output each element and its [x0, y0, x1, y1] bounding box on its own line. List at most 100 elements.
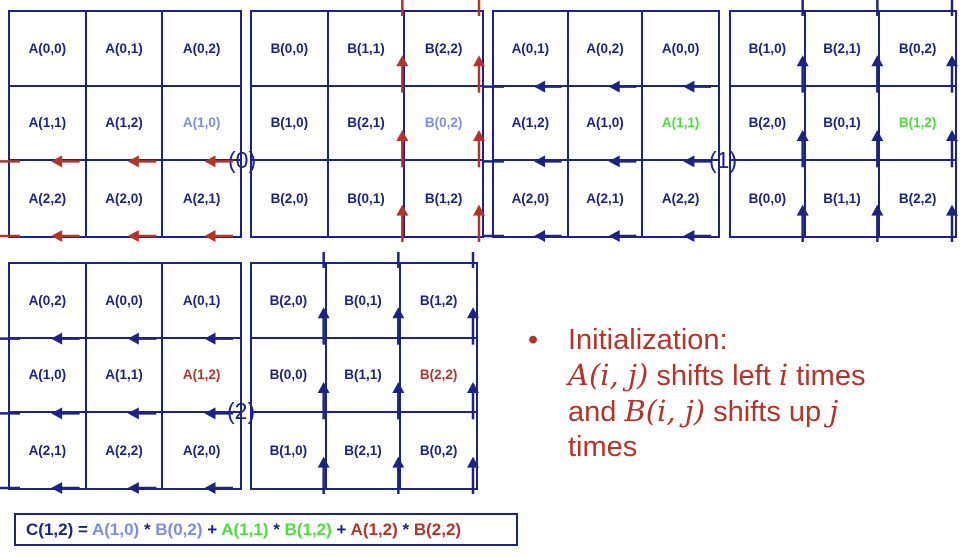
a-step-2-arrow-head-0-2 [204, 332, 216, 345]
formula-plus1: + [202, 520, 222, 539]
b-step-1-cell-1-0: B(2,0) [731, 86, 806, 162]
b-step-2-cell-1-1: B(1,1) [326, 338, 402, 414]
a-step-2-arrow-head-0-0 [51, 332, 63, 345]
formula-plus2: + [331, 520, 351, 539]
b-step-0-cell-0-1: B(1,1) [328, 12, 406, 87]
formula-lhs: C(1,2) = [26, 520, 92, 539]
formula-a10: A(1,0) [91, 520, 140, 539]
b-step-0-arrow-head-2-2 [473, 204, 485, 216]
b-step-1-arrow-head-1-0 [796, 129, 809, 141]
a-step-0-arrow-head-2-0 [51, 230, 63, 242]
b-step-0-arrow-head-0-2 [473, 55, 485, 67]
bullet-heading: Initialization: [568, 324, 728, 356]
b-step-2-arrow-head-2-2 [467, 456, 479, 468]
b-step-0-cell-0-0: B(0,0) [252, 12, 329, 87]
a-step-1-grid: A(0,1) A(0,2) A(0,0) A(1,2) A(1,0) A(1,1) A(2,… [492, 10, 720, 238]
a-step-0-grid: A(0,0) A(0,1) A(0,2) A(1,1) A(1,2) A(1,0) A(2,… [8, 10, 242, 238]
and-text: and [568, 396, 625, 428]
step-label-0: (0) [228, 147, 257, 173]
formula-op1: * [139, 520, 156, 539]
bullet-line-2: and B(i, j) shifts up j [568, 394, 948, 430]
b-step-1-cell-0-2: B(0,2) [880, 12, 955, 87]
a-step-2-cell-2-2: A(2,0) [182, 443, 221, 459]
formula-b12: B(1,2) [284, 520, 332, 539]
a-step-0-cell-1-2: A(1,0) [163, 87, 240, 162]
a-step-1-cell-1-2: A(1,1) [643, 87, 718, 162]
a-step-0-arrow-head-1-2 [204, 155, 216, 168]
b-step-2-cell-2-1: B(2,1) [327, 413, 402, 488]
b-step-1-cell-0-1: B(2,1) [805, 12, 881, 87]
a-step-1-arrow-head-0-0 [534, 80, 546, 93]
a-step-1-cell-2-1: A(2,1) [569, 161, 644, 236]
b-step-1-cell-1-2: B(1,2) [880, 87, 955, 162]
a-step-2-cell-1-1: A(1,1) [86, 338, 164, 414]
a-step-1-cell-2-2: A(2,2) [661, 191, 700, 207]
b-step-0-cell-2-2: B(1,2) [424, 191, 463, 207]
a-step-2-arrow-head-0-1 [127, 332, 139, 345]
b-step-1-arrow-head-2-2 [946, 204, 958, 216]
a-step-1-arrow-head-2-1 [608, 230, 620, 242]
step-label-2: (2) [227, 398, 256, 424]
a-step-1-cell-1-0: A(1,2) [494, 86, 569, 162]
a-step-0-arrow-head-2-1 [127, 230, 139, 242]
formula-a12: A(1,2) [350, 520, 398, 539]
b-step-0-arrow-head-0-1 [396, 55, 409, 67]
b-step-2-arrow-head-2-1 [392, 456, 405, 468]
b-step-1-cell-2-0: B(0,0) [731, 161, 806, 236]
formula-a11: A(1,1) [221, 520, 269, 539]
bullet-line-1: A(i, j) shifts left i times [568, 358, 948, 394]
shift-left-text: shifts left [648, 360, 779, 392]
a-step-1-cell-1-1: A(1,0) [568, 86, 644, 162]
a-step-1-arrow-head-1-0 [534, 155, 546, 168]
b-step-2-arrow-head-0-2 [467, 307, 479, 319]
a-step-1-arrow-head-0-2 [683, 80, 695, 93]
var-b-ij: B(i, j) [624, 394, 706, 428]
shift-up-text: shifts up [705, 396, 830, 428]
b-step-1-cell-2-1: B(1,1) [806, 161, 881, 236]
a-step-2-cell-2-1: A(2,2) [87, 413, 164, 488]
a-step-2-arrow-head-2-1 [127, 482, 139, 494]
a-step-0-cell-1-0: A(1,1) [10, 86, 87, 162]
b-step-1-cell-2-2: B(2,2) [898, 191, 937, 207]
b-step-0-cell-1-1: B(2,1) [328, 86, 406, 162]
times-text: times [788, 360, 866, 392]
a-step-1-cell-2-0: A(2,0) [494, 161, 569, 236]
a-step-1-arrow-head-1-2 [683, 155, 695, 168]
a-step-0-cell-2-0: A(2,2) [10, 161, 87, 236]
a-step-0-cell-1-1: A(1,2) [86, 86, 164, 162]
a-step-1-arrow-head-1-1 [608, 155, 620, 168]
a-step-2-arrow-head-2-2 [204, 482, 216, 494]
step-label-1: (1) [709, 147, 738, 173]
b-step-0-grid: B(0,0) B(1,1) B(2,2) B(1,0) B(2,1) B(0,2) B(2,… [250, 10, 484, 238]
b-step-2-arrow-head-0-0 [317, 307, 330, 319]
b-step-1-arrow-head-0-0 [796, 55, 809, 67]
b-step-2-arrow-head-0-1 [392, 307, 405, 319]
a-step-2-arrow-head-2-0 [51, 482, 63, 494]
b-step-1-arrow-head-1-2 [946, 129, 958, 141]
b-step-2-cell-1-0: B(0,0) [252, 338, 327, 414]
a-step-1-cell-0-0: A(0,1) [494, 12, 569, 87]
a-step-2-cell-0-1: A(0,0) [86, 264, 164, 339]
b-step-0-cell-2-0: B(2,0) [252, 161, 329, 236]
b-step-1-cell-1-1: B(0,1) [805, 86, 881, 162]
a-step-0-cell-0-2: A(0,2) [163, 12, 240, 87]
b-step-2-cell-0-0: B(2,0) [252, 264, 327, 339]
a-step-0-arrow-head-1-1 [127, 155, 139, 168]
b-step-2-arrow-head-2-0 [317, 456, 330, 468]
var-a-ij: A(i, j) [568, 358, 649, 392]
a-step-0-cell-0-0: A(0,0) [10, 12, 87, 87]
a-step-2-cell-2-0: A(2,1) [10, 413, 87, 488]
formula-box: C(1,2) = A(1,0) * B(0,2) + A(1,1) * B(1,… [14, 513, 518, 546]
b-step-0-arrow-head-2-1 [396, 204, 409, 216]
a-step-2-cell-0-0: A(0,2) [10, 264, 87, 339]
b-step-2-grid: B(2,0) B(0,1) B(1,2) B(0,0) B(1,1) B(2,2) B(1,… [250, 262, 478, 490]
a-step-1-arrow-head-2-2 [683, 230, 695, 242]
a-step-1-cell-0-2: A(0,0) [643, 12, 718, 87]
a-step-2-cell-1-0: A(1,0) [10, 338, 87, 414]
b-step-2-arrow-head-1-0 [317, 381, 330, 393]
b-step-0-cell-0-2: B(2,2) [405, 12, 482, 87]
bullet-marker: • [528, 324, 539, 356]
b-step-2-arrow-head-1-2 [467, 381, 479, 393]
b-step-1-cell-0-0: B(1,0) [731, 12, 806, 87]
